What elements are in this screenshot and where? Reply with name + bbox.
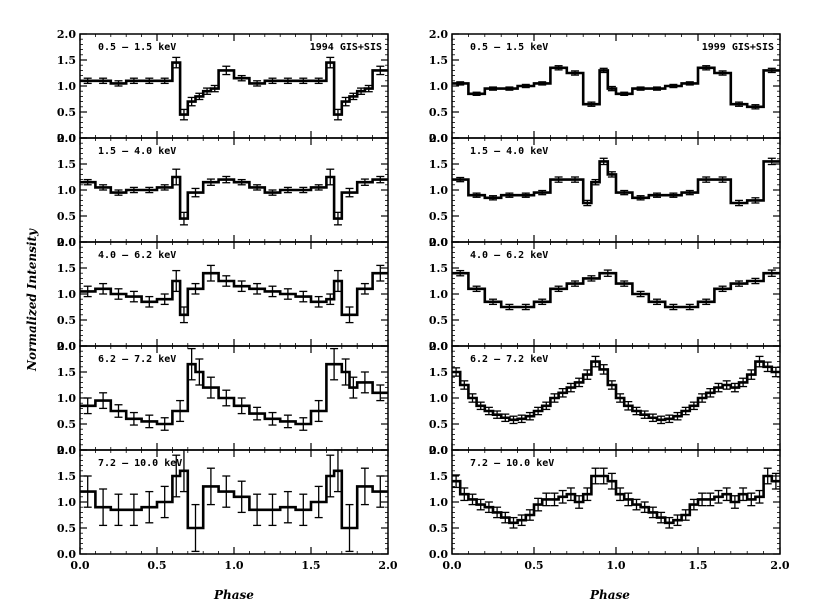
y-tick-label: 1.5 [429,366,448,379]
series-step-line [80,271,388,317]
y-tick-label: 0.0 [429,340,448,353]
x-tick-label: 1.0 [224,559,243,572]
y-tick-label: 0.5 [57,314,76,327]
y-tick-label: 1.0 [57,288,76,301]
series-step-line [452,360,780,422]
panel-left-4: 0.00.51.01.52.00.0 0.5 1.0 1.5 2.07.2 – 10.0… [57,444,398,572]
energy-band-label: 4.0 – 6.2 keV [98,250,176,261]
y-tick-label: 1.0 [429,80,448,93]
y-tick-label: 1.5 [57,54,76,67]
y-tick-label: 1.5 [57,158,76,171]
series-step-line [80,61,388,116]
y-tick-label: 1.5 [57,262,76,275]
energy-band-label: 0.5 – 1.5 keV [98,42,176,53]
x-tick-label: 1.5 [688,559,707,572]
y-tick-label: 1.0 [429,392,448,405]
y-tick-label: 0.5 [429,210,448,223]
y-tick-label: 2.0 [57,340,76,353]
y-tick-label: 2.0 [57,236,76,249]
y-tick-label: 0.5 [57,210,76,223]
observation-label: 1994 GIS+SIS [310,42,382,53]
y-tick-label: 0.0 [429,548,448,561]
y-tick-label: 0.5 [57,106,76,119]
panel-right-2: 0.0 0.5 1.0 1.5 2.0 4.0 – 6.2 keV [429,236,781,353]
x-tick-label: 1.5 [301,559,320,572]
observation-label: 1999 GIS+SIS [702,42,774,53]
y-tick-label: 1.0 [429,184,448,197]
series-step-line [452,474,780,525]
y-tick-label: 2.0 [429,444,448,457]
x-tick-label: 1.0 [606,559,625,572]
y-tick-label: 0.0 [57,548,76,561]
y-tick-label: 1.0 [57,496,76,509]
panel-right-0: 0.0 0.5 1.0 1.5 2.0 0.5 – 1.5 keV 1999 GIS+SIS [429,28,781,145]
panel-right-4: 0.00.51.01.52.00.0 0.5 1.0 1.5 2.07.2 – 10.0… [429,444,790,572]
panel-left-0: 0.0 0.5 1.0 1.5 2.0 0.5 – 1.5 keV 1994 GIS+SIS [57,28,389,145]
series-step-line [452,271,780,309]
energy-band-label: 4.0 – 6.2 keV [470,250,548,261]
energy-band-label: 7.2 – 10.0 keV [98,458,182,469]
y-tick-label: 0.0 [57,340,76,353]
y-tick-label: 0.0 [57,236,76,249]
panel-left-2: 0.0 0.5 1.0 1.5 2.0 4.0 – 6.2 keV [57,236,389,353]
x-axis-title-right: Phase [589,588,630,602]
y-tick-label: 0.5 [429,418,448,431]
series-step-line [452,66,780,109]
x-tick-label: 2.0 [770,559,789,572]
y-tick-label: 2.0 [57,28,76,41]
y-tick-label: 2.0 [57,444,76,457]
energy-band-label: 1.5 – 4.0 keV [98,146,176,157]
y-tick-label: 0.5 [429,106,448,119]
y-tick-label: 0.0 [57,132,76,145]
energy-band-label: 1.5 – 4.0 keV [470,146,548,157]
y-tick-label: 0.0 [429,132,448,145]
y-tick-label: 1.0 [57,184,76,197]
x-tick-label: 2.0 [378,559,397,572]
series-step-line [80,362,388,426]
y-tick-label: 1.0 [429,496,448,509]
y-axis-title: Normalized Intensity [25,228,39,372]
energy-band-label: 6.2 – 7.2 keV [98,354,176,365]
y-tick-label: 2.0 [429,28,448,41]
y-tick-label: 0.0 [429,444,448,457]
y-tick-label: 0.5 [57,522,76,535]
panel-left-3: 0.0 0.5 1.0 1.5 2.0 6.2 – 7.2 keV [57,340,389,457]
y-tick-label: 1.0 [57,80,76,93]
energy-band-label: 0.5 – 1.5 keV [470,42,548,53]
y-tick-label: 1.5 [57,366,76,379]
y-tick-label: 1.5 [429,54,448,67]
y-tick-label: 0.0 [429,236,448,249]
series-step-line [452,160,780,205]
series-step-line [80,175,388,220]
y-tick-label: 1.5 [57,470,76,483]
y-tick-label: 1.0 [429,288,448,301]
x-tick-label: 0.5 [524,559,543,572]
x-tick-label: 0.5 [147,559,166,572]
y-tick-label: 1.5 [429,470,448,483]
y-tick-label: 2.0 [57,132,76,145]
y-tick-label: 0.5 [429,314,448,327]
y-tick-label: 1.0 [57,392,76,405]
panel-left-1: 0.0 0.5 1.0 1.5 2.0 1.5 – 4.0 keV [57,132,389,249]
y-tick-label: 2.0 [429,236,448,249]
x-tick-label: 0.0 [70,559,89,572]
panel-right-1: 0.0 0.5 1.0 1.5 2.0 1.5 – 4.0 keV [429,132,781,249]
y-tick-label: 1.5 [429,158,448,171]
y-tick-label: 0.5 [57,418,76,431]
y-tick-label: 0.5 [429,522,448,535]
energy-band-label: 6.2 – 7.2 keV [470,354,548,365]
series-step-line [80,469,388,530]
x-tick-label: 0.0 [442,559,461,572]
energy-band-label: 7.2 – 10.0 keV [470,458,554,469]
y-tick-label: 1.5 [429,262,448,275]
y-tick-label: 2.0 [429,132,448,145]
x-axis-title-left: Phase [213,588,254,602]
panel-right-3: 0.0 0.5 1.0 1.5 2.0 6.2 – 7.2 keV [429,340,781,457]
y-tick-label: 2.0 [429,340,448,353]
y-tick-label: 0.0 [57,444,76,457]
panel-grid: 0.0 0.5 1.0 1.5 2.0 0.5 – 1.5 keV 1994 GIS+SIS… [57,28,790,572]
